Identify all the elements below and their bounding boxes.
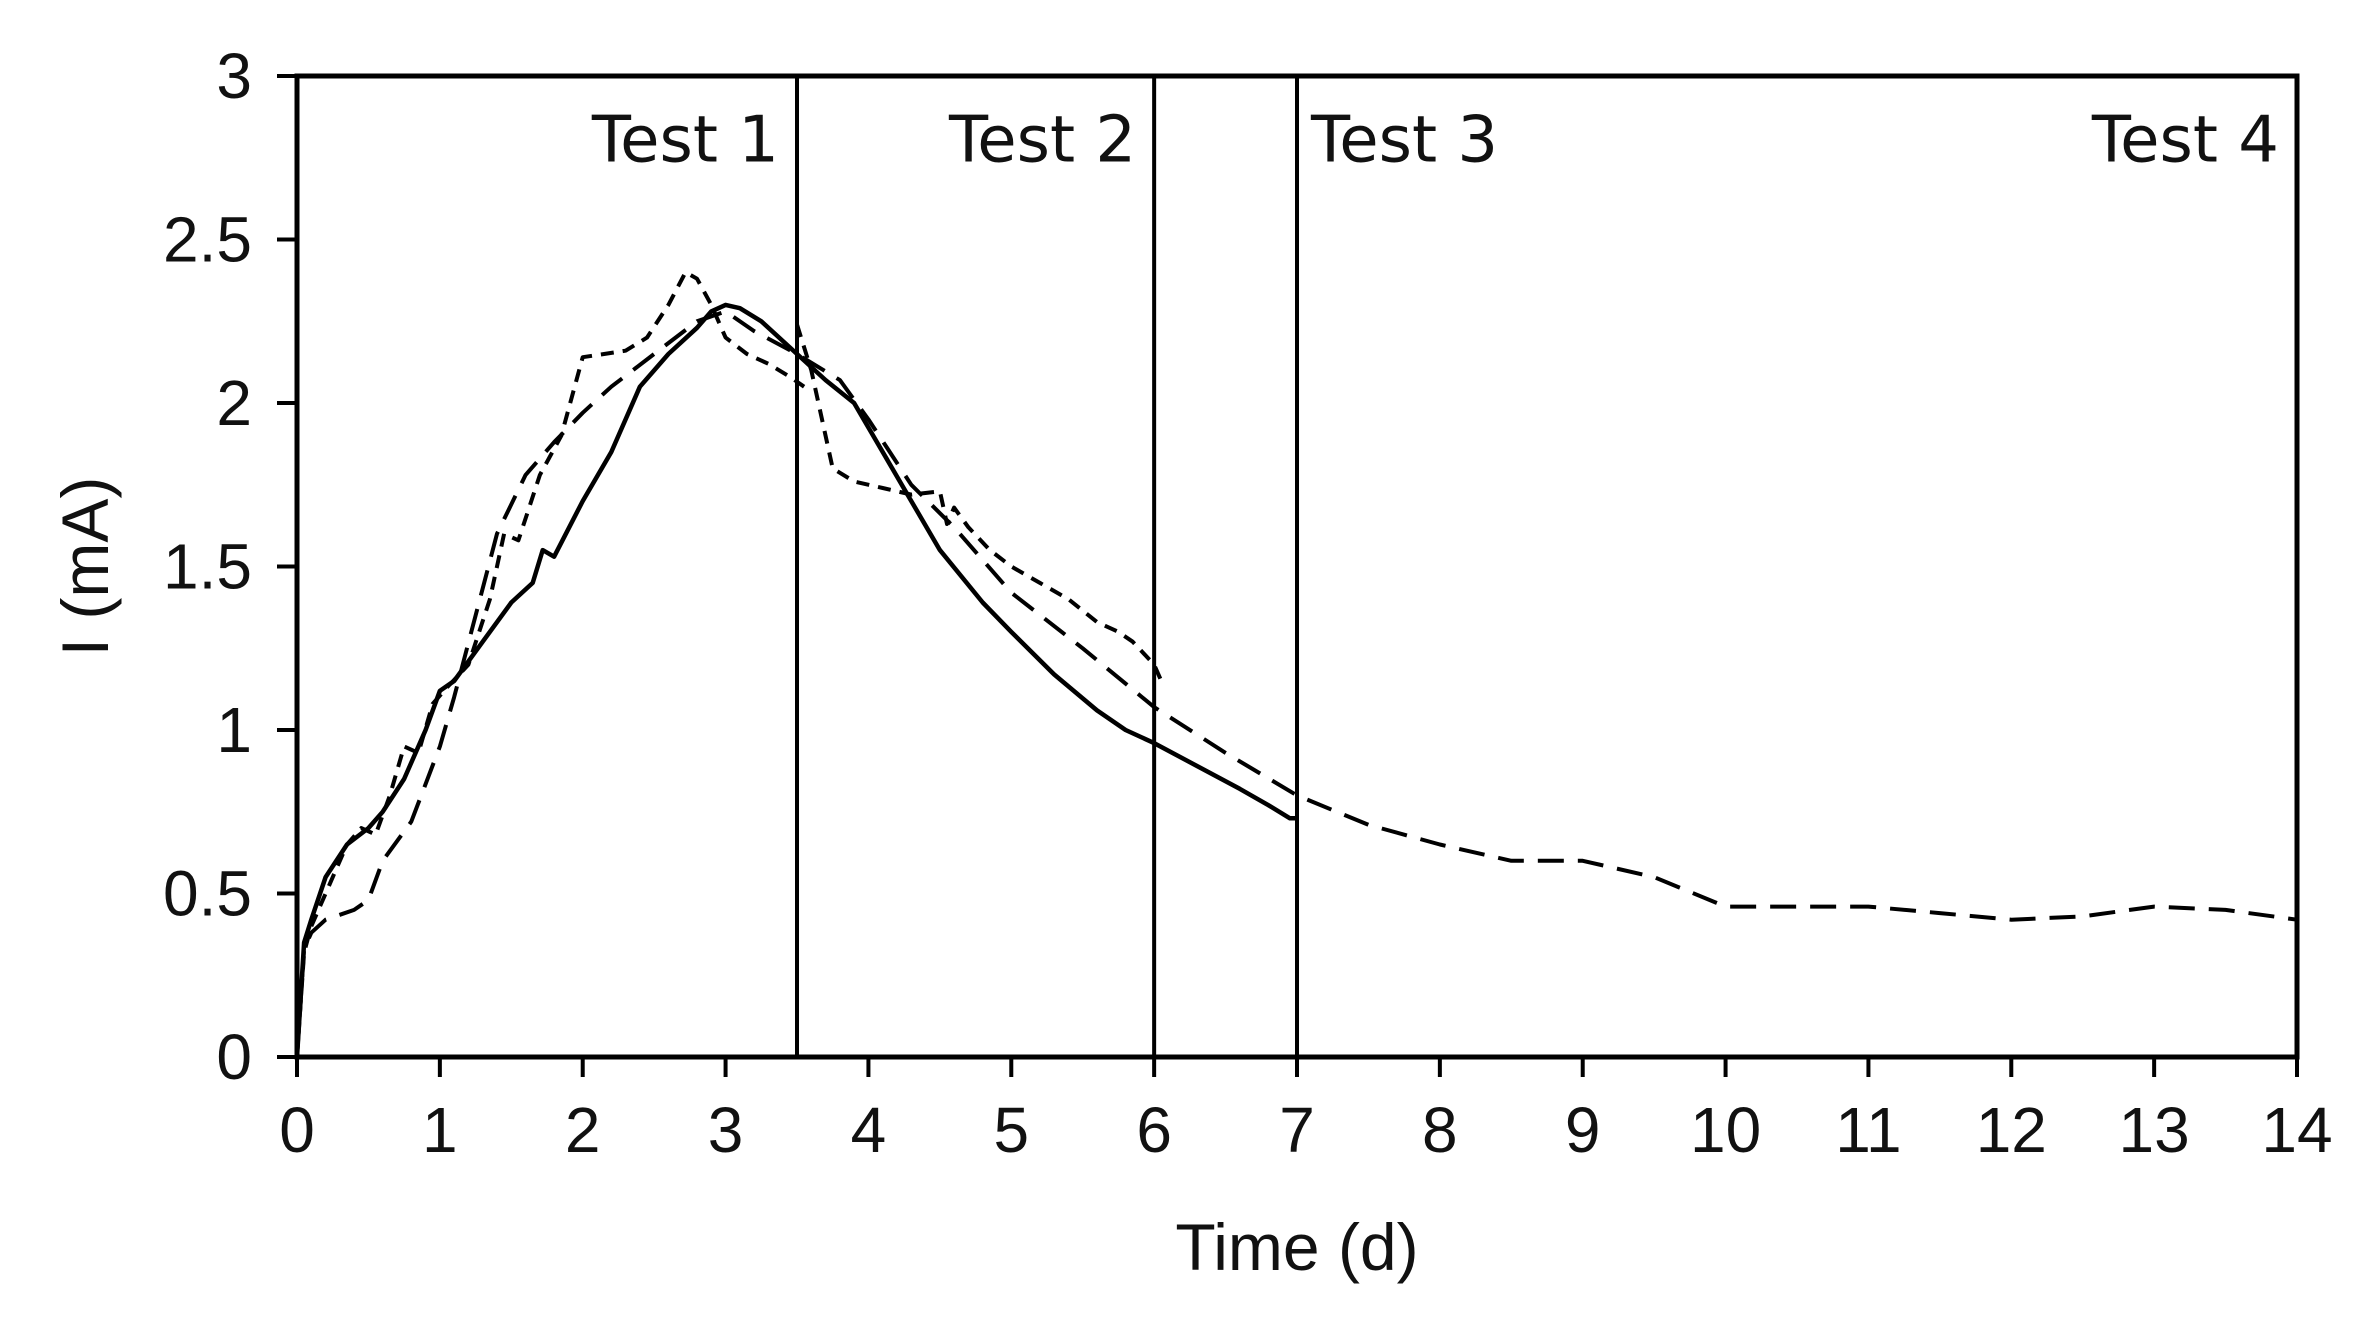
y-tick-label: 3 bbox=[216, 40, 252, 112]
x-tick-label: 0 bbox=[279, 1094, 315, 1166]
series-lines bbox=[294, 270, 2298, 1058]
series-line-2 bbox=[795, 323, 1164, 682]
x-tick-label: 7 bbox=[1279, 1094, 1315, 1166]
test-annotation-label: Test 1 bbox=[591, 103, 779, 177]
y-axis-title: I (mA) bbox=[48, 477, 122, 657]
test-dividers bbox=[795, 76, 1299, 1057]
y-tick-label: 0.5 bbox=[163, 858, 252, 930]
test-annotation-label: Test 4 bbox=[2091, 103, 2279, 177]
x-tick-label: 3 bbox=[708, 1094, 744, 1166]
y-tick-label: 1 bbox=[216, 694, 252, 766]
series-line-4 bbox=[295, 309, 2298, 1058]
x-axis-ticks: 0 1 2 3 4 5 6 7 8 9 10 11 12 13 14 bbox=[279, 1057, 2333, 1166]
y-tick-label: 1.5 bbox=[163, 531, 252, 603]
x-tick-label: 1 bbox=[422, 1094, 458, 1166]
x-tick-label: 4 bbox=[851, 1094, 887, 1166]
x-tick-label: 13 bbox=[2119, 1094, 2190, 1166]
x-tick-label: 10 bbox=[1690, 1094, 1761, 1166]
test-annotations: Test 1 Test 2 Test 3 Test 4 bbox=[591, 103, 2279, 177]
y-tick-label: 2 bbox=[216, 367, 252, 439]
y-axis-ticks: 0 0.5 1 1.5 2 2.5 3 bbox=[163, 40, 297, 1093]
x-tick-label: 14 bbox=[2261, 1094, 2332, 1166]
x-tick-label: 2 bbox=[565, 1094, 601, 1166]
x-axis-title: Time (d) bbox=[1175, 1210, 1418, 1284]
test-annotation-label: Test 2 bbox=[948, 103, 1136, 177]
x-tick-label: 6 bbox=[1136, 1094, 1172, 1166]
x-tick-label: 11 bbox=[1835, 1094, 1901, 1166]
y-tick-label: 2.5 bbox=[163, 204, 252, 276]
series-line-1 bbox=[295, 270, 806, 1058]
y-tick-label: 0 bbox=[216, 1021, 252, 1093]
test-annotation-label: Test 3 bbox=[1310, 103, 1498, 177]
x-tick-label: 5 bbox=[993, 1094, 1029, 1166]
x-tick-label: 8 bbox=[1422, 1094, 1458, 1166]
x-tick-label: 9 bbox=[1565, 1094, 1601, 1166]
x-tick-label: 12 bbox=[1976, 1094, 2047, 1166]
